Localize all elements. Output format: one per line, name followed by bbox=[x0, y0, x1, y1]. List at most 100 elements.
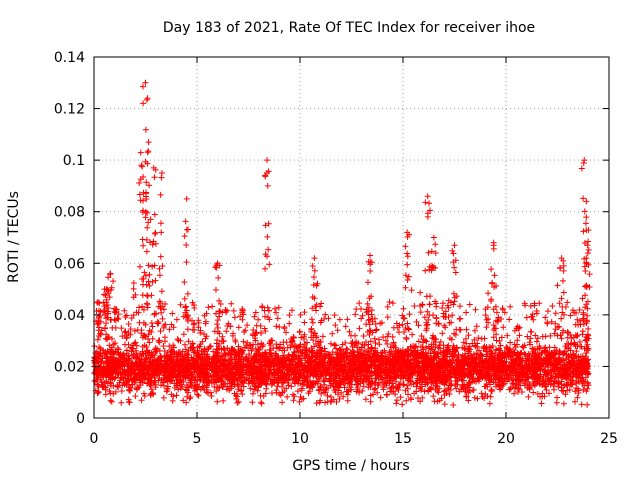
data-point bbox=[134, 385, 141, 392]
data-point bbox=[251, 313, 258, 320]
data-point bbox=[309, 353, 316, 360]
data-point bbox=[114, 358, 121, 365]
data-point bbox=[249, 399, 256, 406]
data-point bbox=[171, 384, 178, 391]
data-point bbox=[169, 310, 176, 317]
data-point bbox=[179, 353, 186, 360]
data-point bbox=[173, 374, 180, 381]
data-point bbox=[498, 334, 505, 341]
data-point bbox=[284, 367, 291, 374]
data-point bbox=[296, 398, 303, 405]
data-point bbox=[199, 355, 206, 362]
data-point bbox=[301, 319, 308, 326]
data-point bbox=[563, 376, 570, 383]
data-point bbox=[249, 390, 256, 397]
data-point bbox=[141, 356, 148, 363]
data-point bbox=[447, 371, 454, 378]
data-point bbox=[489, 350, 496, 357]
data-point bbox=[555, 356, 562, 363]
data-point bbox=[460, 377, 467, 384]
data-point bbox=[132, 355, 139, 362]
data-point bbox=[487, 393, 494, 400]
data-point bbox=[377, 370, 384, 377]
data-point bbox=[157, 357, 164, 364]
data-point bbox=[170, 393, 177, 400]
data-points bbox=[91, 79, 593, 409]
data-point bbox=[374, 389, 381, 396]
data-point bbox=[463, 309, 470, 316]
data-point bbox=[184, 326, 191, 333]
data-point bbox=[255, 316, 262, 323]
data-point bbox=[209, 303, 216, 310]
data-point bbox=[202, 335, 209, 342]
data-point bbox=[102, 384, 109, 391]
data-point bbox=[292, 380, 299, 387]
data-point bbox=[121, 381, 128, 388]
data-point bbox=[289, 391, 296, 398]
data-point bbox=[228, 383, 235, 390]
data-point bbox=[542, 314, 549, 321]
data-point bbox=[208, 393, 215, 400]
data-point bbox=[411, 302, 418, 309]
data-point bbox=[245, 364, 252, 371]
data-point bbox=[95, 388, 102, 395]
data-point bbox=[364, 300, 371, 307]
data-point bbox=[411, 390, 418, 397]
data-point bbox=[208, 376, 215, 383]
data-point bbox=[394, 348, 401, 355]
data-point bbox=[240, 380, 247, 387]
data-point bbox=[539, 349, 546, 356]
data-point bbox=[263, 380, 270, 387]
data-point bbox=[461, 359, 468, 366]
data-point bbox=[482, 306, 489, 313]
data-point bbox=[534, 335, 541, 342]
data-point bbox=[107, 359, 114, 366]
data-point bbox=[389, 333, 396, 340]
data-point bbox=[561, 362, 568, 369]
data-point bbox=[576, 317, 583, 324]
data-point bbox=[463, 393, 470, 400]
data-point bbox=[544, 320, 551, 327]
data-point bbox=[368, 344, 375, 351]
data-point bbox=[137, 149, 144, 156]
data-point bbox=[571, 309, 578, 316]
data-point bbox=[574, 332, 581, 339]
data-point bbox=[274, 354, 281, 361]
data-point bbox=[181, 341, 188, 348]
data-point bbox=[114, 370, 121, 377]
data-point bbox=[279, 383, 286, 390]
data-point bbox=[426, 301, 433, 308]
data-point bbox=[182, 346, 189, 353]
data-point bbox=[449, 350, 456, 357]
data-point bbox=[359, 387, 366, 394]
data-point bbox=[189, 299, 196, 306]
data-point bbox=[254, 341, 261, 348]
data-point bbox=[554, 394, 561, 401]
data-point bbox=[415, 322, 422, 329]
data-point bbox=[228, 300, 235, 307]
data-point bbox=[551, 386, 558, 393]
data-point bbox=[295, 359, 302, 366]
data-point bbox=[214, 398, 221, 405]
data-point bbox=[286, 312, 293, 319]
data-point bbox=[396, 354, 403, 361]
data-point bbox=[227, 369, 234, 376]
data-point bbox=[524, 333, 531, 340]
data-point bbox=[148, 377, 155, 384]
data-point bbox=[213, 387, 220, 394]
data-point bbox=[130, 363, 137, 370]
data-point bbox=[347, 332, 354, 339]
data-point bbox=[174, 336, 181, 343]
data-point bbox=[300, 343, 307, 350]
data-point bbox=[444, 376, 451, 383]
data-point bbox=[294, 376, 301, 383]
data-point bbox=[500, 363, 507, 370]
data-point bbox=[223, 328, 230, 335]
data-point bbox=[330, 396, 337, 403]
data-point bbox=[565, 368, 572, 375]
data-point bbox=[523, 374, 530, 381]
data-point bbox=[521, 342, 528, 349]
data-point bbox=[342, 323, 349, 330]
data-point bbox=[258, 399, 265, 406]
data-point bbox=[297, 311, 304, 318]
